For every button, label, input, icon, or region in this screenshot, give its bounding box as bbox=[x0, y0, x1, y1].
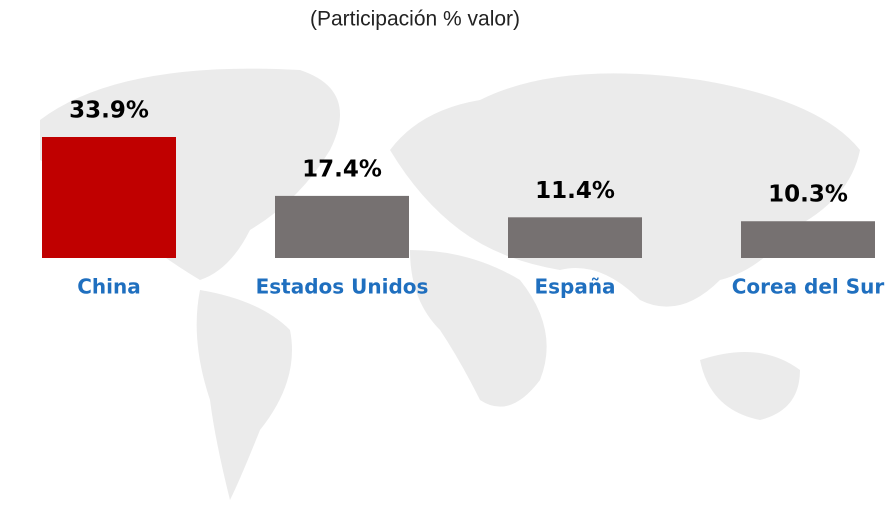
value-label: 11.4% bbox=[535, 178, 615, 204]
category-label: Estados Unidos bbox=[256, 275, 429, 299]
value-label: 17.4% bbox=[302, 156, 382, 182]
value-label: 33.9% bbox=[69, 98, 149, 124]
bar bbox=[275, 195, 409, 258]
value-label: 10.3% bbox=[768, 182, 848, 208]
category-label: China bbox=[77, 275, 141, 299]
bar bbox=[42, 137, 176, 258]
bar bbox=[741, 221, 875, 258]
category-label: España bbox=[534, 275, 615, 299]
category-label: Corea del Sur bbox=[732, 275, 885, 299]
chart-title: (Participación % valor) bbox=[310, 8, 520, 31]
bar bbox=[508, 217, 642, 258]
